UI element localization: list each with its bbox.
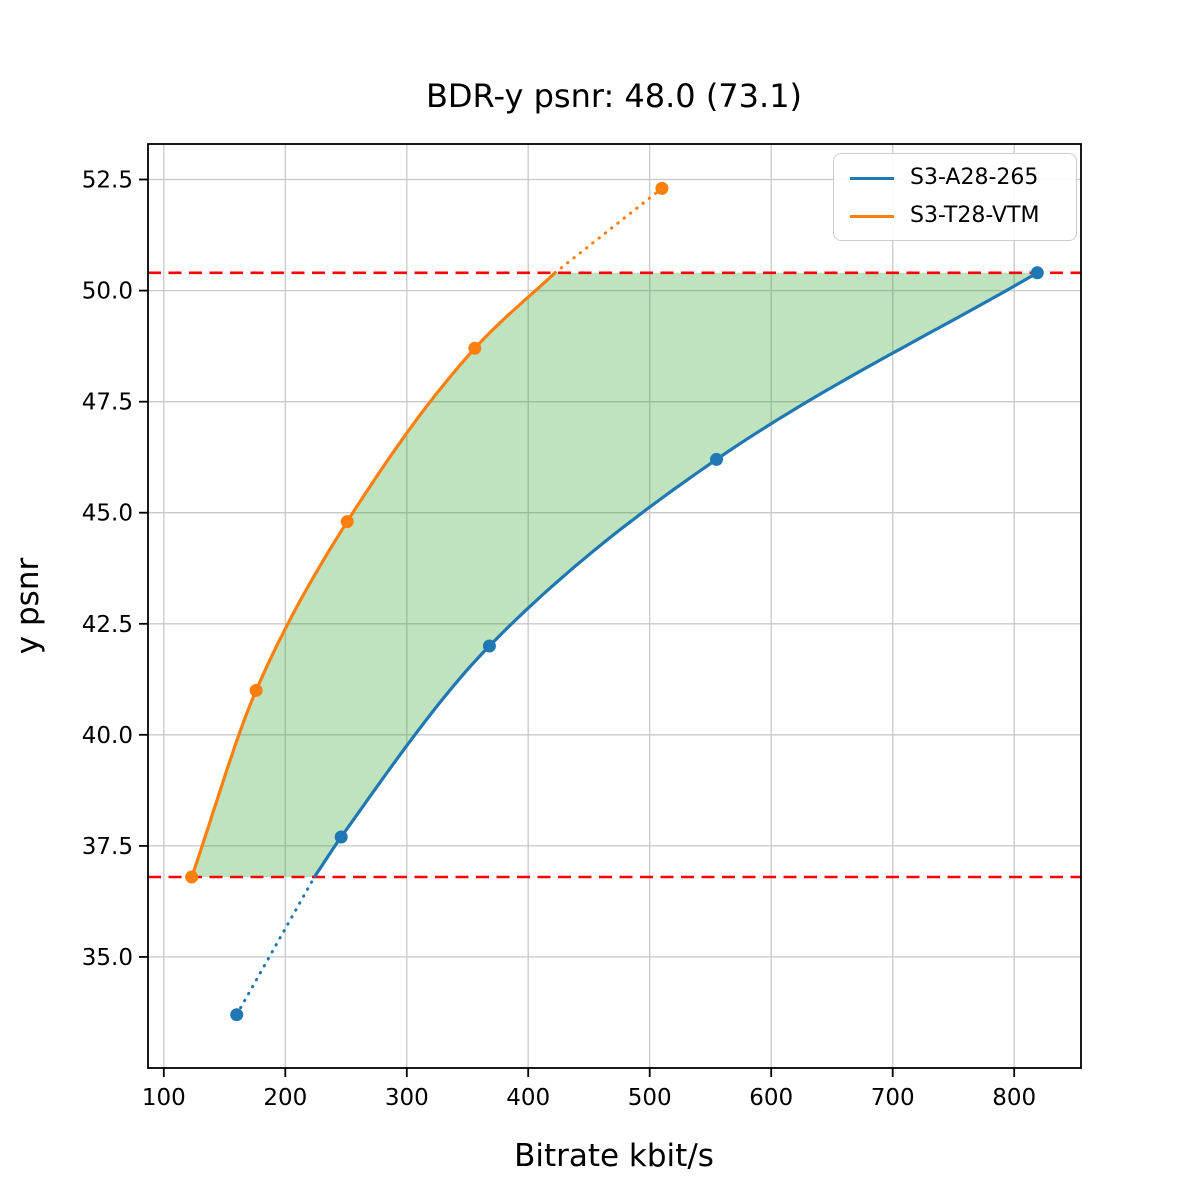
data-point-s3-a28-265 (710, 452, 723, 466)
data-point-s3-t28-vtm (468, 341, 482, 355)
y-tick-label: 42.5 (82, 612, 133, 638)
legend-label-s3-t28-vtm: S3-T28-VTM (910, 203, 1040, 229)
y-axis-label: y psnr (10, 558, 46, 655)
y-tick-label: 35.0 (82, 945, 133, 971)
legend-line-s3-t28-vtm (850, 214, 894, 218)
data-point-s3-t28-vtm (185, 870, 199, 884)
x-tick-label: 300 (385, 1085, 429, 1111)
x-tick-label: 200 (263, 1085, 307, 1111)
data-point-s3-t28-vtm (249, 683, 263, 697)
x-tick-label: 600 (749, 1085, 793, 1111)
y-tick-label: 52.5 (82, 168, 133, 194)
legend-item-s3-t28-vtm: S3-T28-VTM (850, 203, 1060, 229)
legend-item-s3-a28-265: S3-A28-265 (850, 165, 1060, 190)
legend-line-s3-a28-265 (850, 176, 894, 180)
y-tick-label: 40.0 (82, 723, 133, 749)
data-point-s3-t28-vtm (340, 515, 354, 529)
plot-area: 100 200 300 400 500 600 700 800 35.0 37.5 40.0 42.5… (82, 144, 1081, 1111)
data-point-s3-t28-vtm (655, 181, 669, 195)
legend-label-s3-a28-265: S3-A28-265 (910, 165, 1039, 190)
y-tick-label: 47.5 (82, 390, 133, 416)
y-tick-label: 50.0 (82, 279, 133, 305)
x-tick-label: 800 (992, 1085, 1036, 1111)
y-tick-label: 37.5 (82, 834, 133, 860)
data-point-s3-a28-265 (482, 639, 496, 653)
plot-border (147, 143, 1082, 1069)
chart-title: BDR-y psnr: 48.0 (73.1) (426, 77, 802, 115)
y-tick-label: 45.0 (82, 501, 133, 527)
data-point-s3-a28-265 (230, 1008, 244, 1022)
x-axis-label: Bitrate kbit/s (514, 1138, 714, 1174)
x-tick-label: 500 (628, 1085, 672, 1111)
legend: S3-A28-265 S3-T28-VTM (833, 153, 1077, 242)
x-tick-label: 700 (871, 1085, 915, 1111)
data-point-s3-a28-265 (1030, 266, 1044, 280)
bd-overlap-fill (191, 272, 1038, 877)
series-dotted-s3-t28-vtm (553, 186, 664, 275)
x-tick-label: 100 (142, 1085, 186, 1111)
x-tick-label: 400 (506, 1085, 550, 1111)
series-dotted-s3-a28-265 (235, 875, 316, 1017)
data-point-s3-a28-265 (334, 830, 348, 844)
